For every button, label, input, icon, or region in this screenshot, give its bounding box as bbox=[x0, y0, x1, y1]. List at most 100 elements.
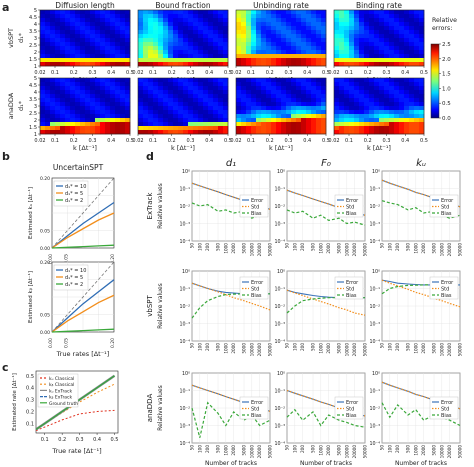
colorbar-tick-label: 1.5 bbox=[442, 72, 451, 78]
heatmap-cell bbox=[384, 90, 390, 95]
heatmap-cell bbox=[281, 42, 287, 47]
heatmap-cell bbox=[138, 114, 144, 119]
heatmap-cell bbox=[344, 118, 350, 123]
heatmap-cell bbox=[158, 18, 164, 23]
heatmap-cell bbox=[90, 26, 96, 31]
heatmap-cell bbox=[138, 106, 144, 111]
heatmap-cell bbox=[311, 42, 317, 47]
heatmap-cell bbox=[50, 34, 56, 39]
heatmap-cell bbox=[110, 118, 116, 123]
x-tick-label: 2000 bbox=[421, 243, 426, 254]
heatmap-cell bbox=[379, 94, 385, 99]
heatmap-cell bbox=[178, 26, 184, 31]
heatmap-cell bbox=[404, 50, 410, 55]
heatmap-cell bbox=[404, 106, 410, 111]
heatmap-cell bbox=[349, 130, 355, 135]
x-tick-label: 0.5 bbox=[420, 70, 428, 76]
heatmap-cell bbox=[90, 58, 96, 63]
heatmap-cell bbox=[364, 34, 370, 39]
x-tick-label: 500 bbox=[216, 343, 221, 351]
heatmap-cell bbox=[359, 34, 365, 39]
heatmap-cell bbox=[60, 130, 66, 135]
heatmap-cell bbox=[70, 26, 76, 31]
heatmap-cell bbox=[143, 18, 149, 23]
y-tick-label: 10⁻¹ bbox=[274, 187, 285, 193]
heatmap-cell bbox=[163, 58, 169, 63]
heatmap-cell bbox=[344, 42, 350, 47]
heatmap-cell bbox=[95, 10, 101, 15]
heatmap-cell bbox=[168, 98, 174, 103]
heatmap-cell bbox=[148, 106, 154, 111]
x-tick-label: 0.02 bbox=[132, 70, 143, 76]
heatmap-cell bbox=[251, 82, 257, 87]
heatmap-cell bbox=[115, 26, 121, 31]
heatmap-cell bbox=[256, 130, 262, 135]
heatmap-cell bbox=[256, 38, 262, 43]
legend-label: Std bbox=[346, 407, 354, 413]
heatmap-cell bbox=[394, 106, 400, 111]
heatmap-cell bbox=[163, 114, 169, 119]
heatmap-cell bbox=[246, 122, 252, 127]
heatmap-cell bbox=[158, 54, 164, 59]
heatmap-cell bbox=[45, 90, 51, 95]
heatmap-cell bbox=[311, 114, 317, 119]
heatmap-cell bbox=[354, 18, 360, 23]
heatmap-cell bbox=[120, 50, 126, 55]
heatmap-cell bbox=[163, 118, 169, 123]
heatmap-cell bbox=[50, 82, 56, 87]
heatmap-title: Unbinding rate bbox=[253, 1, 309, 10]
heatmap-cell bbox=[404, 86, 410, 91]
heatmap-cell bbox=[364, 22, 370, 27]
heatmap-cell bbox=[163, 46, 169, 51]
panel-letter-d: d bbox=[146, 150, 154, 163]
heatmap-cell bbox=[213, 86, 219, 91]
y-tick-label: 10⁻⁴ bbox=[274, 339, 285, 345]
heatmap-cell bbox=[178, 106, 184, 111]
heatmap-cell bbox=[218, 94, 224, 99]
heatmap-cell bbox=[203, 62, 209, 67]
x-tick-label: 50000 bbox=[363, 243, 368, 257]
series-line bbox=[191, 401, 271, 438]
heatmap-cell bbox=[281, 106, 287, 111]
heatmap-cell bbox=[364, 130, 370, 135]
heatmap-cell bbox=[251, 130, 257, 135]
heatmap-cell bbox=[40, 118, 46, 123]
heatmap-cell bbox=[90, 98, 96, 103]
heatmap-cell bbox=[75, 10, 81, 15]
heatmap-cell bbox=[50, 42, 56, 47]
heatmap-cell bbox=[50, 86, 56, 91]
heatmap-cell bbox=[349, 22, 355, 27]
heatmap-cell bbox=[276, 130, 282, 135]
heatmap-cell bbox=[60, 86, 66, 91]
heatmap-cell bbox=[339, 22, 345, 27]
heatmap-cell bbox=[100, 78, 106, 83]
heatmap-cell bbox=[409, 114, 415, 119]
heatmap-cell bbox=[419, 18, 425, 23]
heatmap-cell bbox=[138, 130, 144, 135]
heatmap-cell bbox=[183, 62, 189, 67]
x-tick-label: 500 bbox=[216, 243, 221, 251]
heatmap-cell bbox=[158, 126, 164, 131]
heatmap-cell bbox=[379, 110, 385, 115]
heatmap-cell bbox=[40, 10, 46, 15]
x-tick-label: 0.3 bbox=[187, 70, 195, 76]
heatmap-cell bbox=[213, 10, 219, 15]
heatmap-cell bbox=[223, 50, 229, 55]
row-label: anaDDA bbox=[146, 394, 154, 423]
heatmap-anadda-4 bbox=[333, 77, 425, 135]
heatmap-cell bbox=[55, 46, 61, 51]
heatmap-cell bbox=[266, 114, 272, 119]
heatmap-cell bbox=[399, 10, 405, 15]
heatmap-cell bbox=[125, 102, 131, 107]
heatmap-cell bbox=[394, 38, 400, 43]
heatmap-cell bbox=[65, 10, 71, 15]
heatmap-cell bbox=[306, 50, 312, 55]
heatmap-cell bbox=[148, 126, 154, 131]
heatmap-cell bbox=[188, 46, 194, 51]
x-tick-label: 0.5 bbox=[224, 70, 232, 76]
heatmap-cell bbox=[281, 82, 287, 87]
heatmap-cell bbox=[379, 10, 385, 15]
heatmap-cell bbox=[168, 86, 174, 91]
heatmap-cell bbox=[286, 78, 292, 83]
heatmap-cell bbox=[301, 62, 307, 67]
